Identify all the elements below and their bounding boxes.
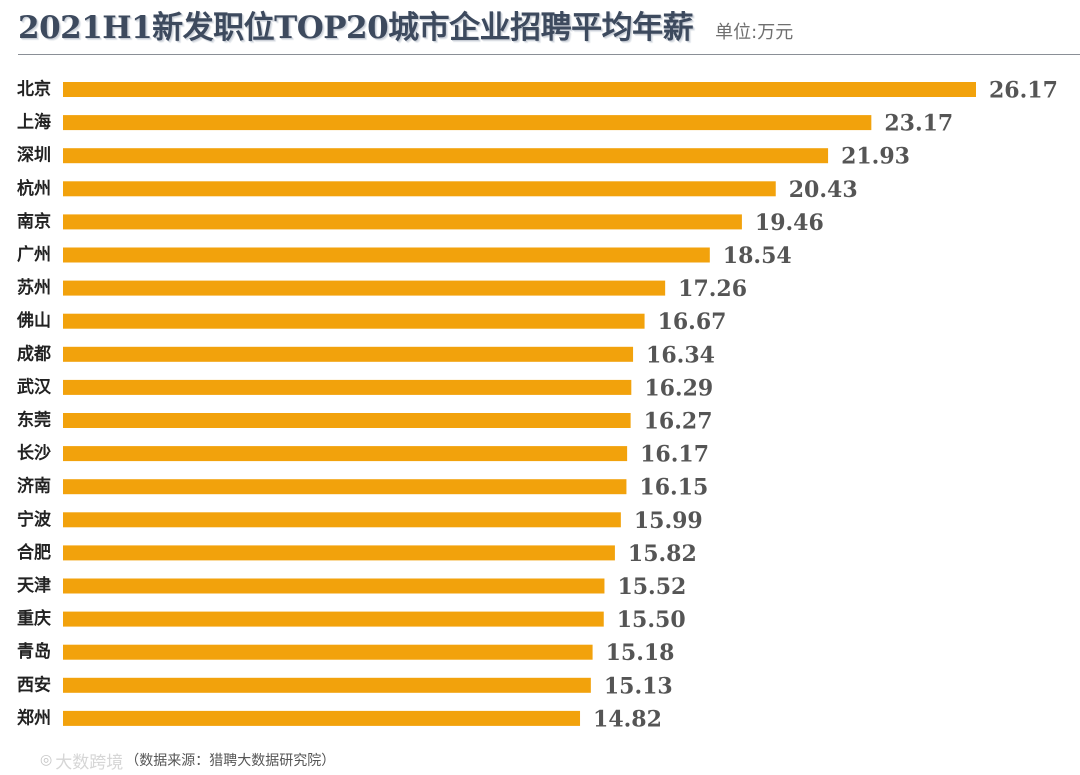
bar bbox=[63, 644, 593, 660]
value-label: 15.50 bbox=[617, 607, 686, 633]
category-label: 西安 bbox=[17, 674, 51, 695]
bar bbox=[63, 578, 605, 594]
value-label: 14.82 bbox=[593, 706, 662, 732]
value-label: 23.17 bbox=[884, 111, 953, 137]
bar bbox=[63, 214, 742, 230]
bar bbox=[63, 148, 829, 164]
value-label: 18.54 bbox=[723, 243, 792, 269]
weibo-icon: ◎ bbox=[40, 752, 53, 768]
bar bbox=[63, 710, 581, 726]
category-label: 宁波 bbox=[17, 509, 52, 530]
category-label: 郑州 bbox=[17, 707, 51, 728]
watermark-text: 大数跨境 bbox=[55, 752, 124, 773]
value-label: 16.17 bbox=[640, 442, 709, 468]
bar bbox=[63, 379, 632, 395]
bar bbox=[63, 247, 710, 263]
footer: ◎ 大数跨境 （数据来源：猎聘大数据研究院） bbox=[40, 748, 336, 773]
unit-label: 单位:万元 bbox=[715, 22, 794, 43]
category-label: 重庆 bbox=[17, 608, 51, 629]
value-label: 17.26 bbox=[678, 276, 747, 302]
bar bbox=[63, 677, 591, 693]
category-label: 天津 bbox=[17, 575, 51, 596]
bar bbox=[63, 413, 631, 428]
bar bbox=[63, 280, 666, 296]
category-label: 南京 bbox=[17, 211, 51, 232]
category-label: 佛山 bbox=[16, 310, 51, 331]
value-label: 15.82 bbox=[628, 541, 697, 567]
title-divider bbox=[18, 54, 1080, 55]
value-label: 21.93 bbox=[841, 144, 910, 170]
category-label: 苏州 bbox=[17, 277, 51, 298]
value-label: 15.99 bbox=[634, 508, 703, 534]
category-label: 东莞 bbox=[17, 410, 51, 431]
category-label: 广州 bbox=[17, 244, 51, 265]
category-label: 济南 bbox=[17, 476, 51, 497]
value-label: 15.18 bbox=[606, 640, 675, 666]
bar bbox=[63, 346, 634, 362]
category-label: 合肥 bbox=[17, 542, 51, 563]
chart-header: 2021H1新发职位TOP20城市企业招聘平均年薪 单位:万元 bbox=[18, 2, 793, 46]
category-label: 北京 bbox=[17, 79, 51, 100]
value-label: 16.15 bbox=[639, 475, 708, 501]
bar bbox=[63, 181, 776, 197]
category-label: 深圳 bbox=[17, 145, 51, 166]
category-label: 成都 bbox=[17, 343, 51, 364]
value-label: 16.29 bbox=[644, 375, 713, 401]
value-label: 16.67 bbox=[658, 309, 727, 335]
bar bbox=[63, 512, 621, 528]
data-source: （数据来源：猎聘大数据研究院） bbox=[125, 753, 336, 769]
category-label: 青岛 bbox=[17, 641, 51, 662]
value-label: 15.52 bbox=[617, 574, 686, 600]
category-label: 长沙 bbox=[17, 443, 51, 464]
bar bbox=[63, 446, 628, 462]
value-label: 15.13 bbox=[604, 673, 673, 699]
category-label: 上海 bbox=[17, 112, 51, 133]
bar bbox=[63, 115, 872, 131]
bar bbox=[63, 545, 615, 561]
bar bbox=[63, 479, 627, 495]
value-label: 26.17 bbox=[989, 78, 1058, 104]
value-label: 20.43 bbox=[789, 177, 858, 203]
chart-title: 2021H1新发职位TOP20城市企业招聘平均年薪 bbox=[18, 10, 694, 46]
bar bbox=[63, 313, 645, 329]
bar bbox=[63, 611, 604, 627]
value-label: 19.46 bbox=[755, 210, 824, 236]
category-label: 武汉 bbox=[17, 376, 52, 397]
value-label: 16.27 bbox=[644, 409, 713, 435]
bar bbox=[63, 82, 976, 97]
value-label: 16.34 bbox=[646, 342, 715, 368]
category-label: 杭州 bbox=[17, 178, 51, 199]
